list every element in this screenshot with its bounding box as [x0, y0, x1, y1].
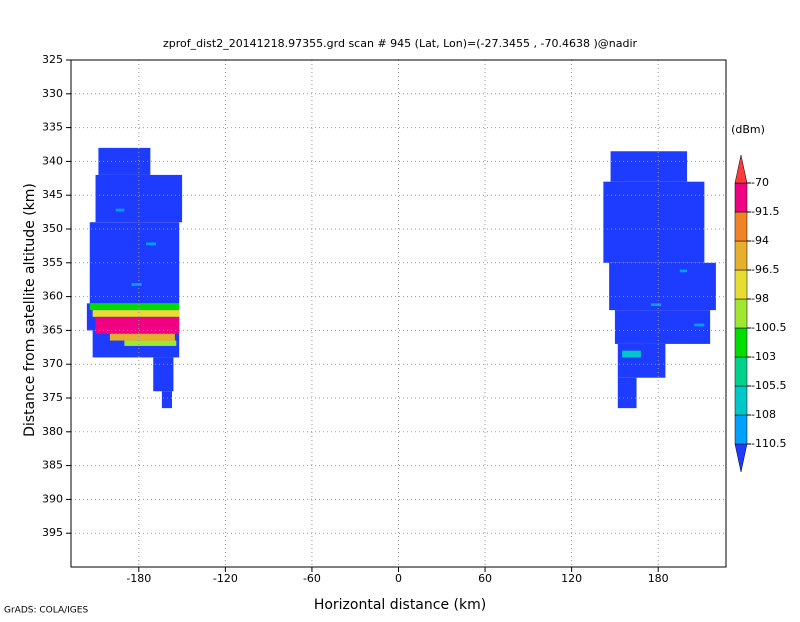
- field-cell: [609, 262, 716, 311]
- plot-frame: [70, 59, 727, 568]
- colorbar-label: -110.5: [751, 437, 786, 450]
- field-cell: [89, 222, 180, 304]
- field-cell: [161, 391, 172, 409]
- colorbar-unit: (dBm): [731, 123, 765, 136]
- footer: GrADS: COLA/IGES: [4, 606, 88, 616]
- y-tick-label: 380: [42, 425, 63, 438]
- y-tick-label: 390: [42, 492, 63, 505]
- colorbar-box: [734, 182, 748, 213]
- colorbar-box: [734, 298, 748, 329]
- colorbar-box: [734, 414, 748, 445]
- colorbar-triangle: [734, 154, 748, 184]
- x-tick-label: -120: [213, 572, 238, 585]
- y-tick-label: 375: [42, 391, 63, 404]
- x-tick-label: 180: [648, 572, 669, 585]
- field-cell: [694, 323, 705, 327]
- field-cell: [124, 340, 177, 346]
- field-cell: [89, 303, 180, 311]
- field-cell: [95, 316, 180, 334]
- field-cell: [603, 181, 705, 263]
- colorbar-label: -100.5: [751, 321, 786, 334]
- colorbar-box: [734, 327, 748, 358]
- colorbar-label: -105.5: [751, 379, 786, 392]
- y-tick-label: 350: [42, 222, 63, 235]
- colorbar-box: [734, 269, 748, 300]
- field-cell: [650, 303, 662, 307]
- x-tick-label: 60: [478, 572, 492, 585]
- field-cell: [109, 333, 175, 341]
- field-cell: [115, 208, 125, 212]
- colorbar-box: [734, 240, 748, 271]
- y-tick-label: 395: [42, 526, 63, 539]
- y-tick-label: 360: [42, 290, 63, 303]
- y-tick-label: 345: [42, 188, 63, 201]
- y-axis-label: Distance from satellite altitude (km): [22, 183, 38, 437]
- field-cell: [146, 242, 157, 246]
- y-tick-label: 325: [42, 53, 63, 66]
- colorbar-triangle: [734, 443, 748, 473]
- field-cell: [95, 174, 183, 223]
- y-tick-label: 335: [42, 121, 63, 134]
- chart-title: zprof_dist2_20141218.97355.grd scan # 94…: [163, 37, 638, 50]
- colorbar-label: -70: [751, 176, 769, 189]
- colorbar-box: [734, 356, 748, 387]
- field-cell: [679, 269, 688, 273]
- colorbar-label: -108: [751, 408, 776, 421]
- field-cell: [92, 310, 180, 317]
- colorbar-label: -98: [751, 292, 769, 305]
- colorbar-label: -91.5: [751, 205, 779, 218]
- field-cell: [131, 283, 142, 286]
- x-tick-label: 120: [561, 572, 582, 585]
- y-tick-label: 355: [42, 256, 63, 269]
- y-tick-label: 365: [42, 323, 63, 336]
- x-axis-label: Horizontal distance (km): [314, 597, 486, 613]
- y-tick-label: 385: [42, 459, 63, 472]
- field-cell: [614, 310, 711, 344]
- x-tick-label: -60: [303, 572, 321, 585]
- field-cell: [617, 377, 637, 409]
- y-tick-label: 340: [42, 154, 63, 167]
- field-cell: [622, 350, 641, 358]
- x-tick-label: 0: [395, 572, 402, 585]
- field-cell: [610, 151, 688, 182]
- colorbar-box: [734, 211, 748, 242]
- colorbar-label: -94: [751, 234, 769, 247]
- x-tick-label: -180: [126, 572, 151, 585]
- colorbar-box: [734, 385, 748, 416]
- field-cell: [98, 147, 151, 175]
- y-tick-label: 370: [42, 357, 63, 370]
- colorbar-label: -96.5: [751, 263, 779, 276]
- field-cell: [153, 357, 174, 392]
- colorbar-label: -103: [751, 350, 776, 363]
- y-tick-label: 330: [42, 87, 63, 100]
- field-cell: [617, 343, 666, 378]
